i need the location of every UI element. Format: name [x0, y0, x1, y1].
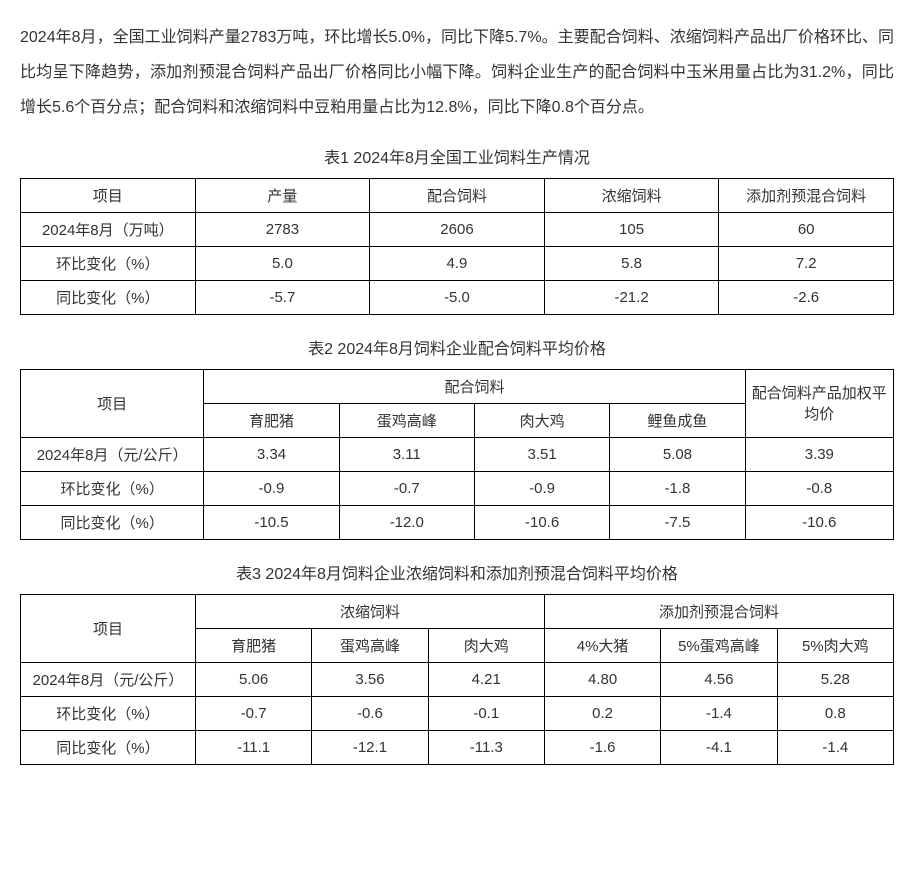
- table-cell: 2783: [195, 212, 370, 246]
- table-cell: -1.4: [777, 730, 893, 764]
- table-cell: -4.1: [661, 730, 777, 764]
- intro-paragraph: 2024年8月，全国工业饲料产量2783万吨，环比增长5.0%，同比下降5.7%…: [20, 20, 894, 126]
- table-cell: 2024年8月（元/公斤）: [21, 662, 196, 696]
- table-cell: -2.6: [719, 280, 894, 314]
- table-row: 2024年8月（元/公斤） 5.06 3.56 4.21 4.80 4.56 5…: [21, 662, 894, 696]
- table2-title: 表2 2024年8月饲料企业配合饲料平均价格: [20, 335, 894, 359]
- table-subheader-cell: 5%肉大鸡: [777, 628, 893, 662]
- table-cell: 同比变化（%）: [21, 730, 196, 764]
- table-row: 环比变化（%） 5.0 4.9 5.8 7.2: [21, 246, 894, 280]
- table-row: 同比变化（%） -5.7 -5.0 -21.2 -2.6: [21, 280, 894, 314]
- table-cell: -0.7: [195, 696, 311, 730]
- table-subheader-cell: 蛋鸡高峰: [312, 628, 428, 662]
- table-cell: -0.6: [312, 696, 428, 730]
- table-cell: -10.6: [474, 505, 609, 539]
- table-cell: 3.56: [312, 662, 428, 696]
- table-cell: -0.7: [339, 471, 474, 505]
- table-cell: -1.6: [544, 730, 660, 764]
- table-header-cell: 浓缩饲料: [195, 594, 544, 628]
- table-cell: 4.21: [428, 662, 544, 696]
- table-cell: 5.8: [544, 246, 719, 280]
- table-header-cell: 配合饲料: [370, 178, 545, 212]
- table-cell: 2024年8月（元/公斤）: [21, 437, 204, 471]
- table-row: 环比变化（%） -0.9 -0.7 -0.9 -1.8 -0.8: [21, 471, 894, 505]
- table-cell: -21.2: [544, 280, 719, 314]
- table-cell: 3.39: [745, 437, 893, 471]
- table-cell: 2024年8月（万吨）: [21, 212, 196, 246]
- table-cell: 60: [719, 212, 894, 246]
- table-cell: -7.5: [610, 505, 745, 539]
- table-cell: -5.7: [195, 280, 370, 314]
- table-header-cell: 配合饲料: [204, 369, 745, 403]
- table-cell: 5.28: [777, 662, 893, 696]
- table-cell: -0.8: [745, 471, 893, 505]
- table3: 项目 浓缩饲料 添加剂预混合饲料 育肥猪 蛋鸡高峰 肉大鸡 4%大猪 5%蛋鸡高…: [20, 594, 894, 765]
- table-header-row: 项目 配合饲料 配合饲料产品加权平均价: [21, 369, 894, 403]
- table-subheader-cell: 育肥猪: [204, 403, 339, 437]
- table-row: 2024年8月（元/公斤） 3.34 3.11 3.51 5.08 3.39: [21, 437, 894, 471]
- table-cell: 0.8: [777, 696, 893, 730]
- table-header-cell: 添加剂预混合饲料: [544, 594, 893, 628]
- table-cell: -1.8: [610, 471, 745, 505]
- table-cell: 环比变化（%）: [21, 246, 196, 280]
- table-cell: 5.08: [610, 437, 745, 471]
- table-row: 同比变化（%） -10.5 -12.0 -10.6 -7.5 -10.6: [21, 505, 894, 539]
- table-cell: -5.0: [370, 280, 545, 314]
- table1: 项目 产量 配合饲料 浓缩饲料 添加剂预混合饲料 2024年8月（万吨） 278…: [20, 178, 894, 315]
- table-cell: 3.34: [204, 437, 339, 471]
- table-cell: 0.2: [544, 696, 660, 730]
- table-header-cell: 项目: [21, 178, 196, 212]
- table-cell: 4.9: [370, 246, 545, 280]
- table-cell: 105: [544, 212, 719, 246]
- table-row: 2024年8月（万吨） 2783 2606 105 60: [21, 212, 894, 246]
- table-cell: 2606: [370, 212, 545, 246]
- table-header-cell: 产量: [195, 178, 370, 212]
- table-subheader-cell: 5%蛋鸡高峰: [661, 628, 777, 662]
- table-row: 环比变化（%） -0.7 -0.6 -0.1 0.2 -1.4 0.8: [21, 696, 894, 730]
- table-cell: -1.4: [661, 696, 777, 730]
- table-subheader-cell: 肉大鸡: [474, 403, 609, 437]
- table-header-row: 项目 浓缩饲料 添加剂预混合饲料: [21, 594, 894, 628]
- table-cell: -11.3: [428, 730, 544, 764]
- table-header-cell: 项目: [21, 369, 204, 437]
- table-cell: -0.9: [474, 471, 609, 505]
- table-subheader-cell: 育肥猪: [195, 628, 311, 662]
- table-cell: 7.2: [719, 246, 894, 280]
- table-cell: -0.9: [204, 471, 339, 505]
- table-cell: -11.1: [195, 730, 311, 764]
- table-cell: 3.11: [339, 437, 474, 471]
- table-header-cell: 项目: [21, 594, 196, 662]
- table-cell: -10.5: [204, 505, 339, 539]
- table-cell: 4.80: [544, 662, 660, 696]
- table-subheader-cell: 蛋鸡高峰: [339, 403, 474, 437]
- table-cell: 5.06: [195, 662, 311, 696]
- table-cell: -0.1: [428, 696, 544, 730]
- table-subheader-cell: 肉大鸡: [428, 628, 544, 662]
- table-header-cell: 浓缩饲料: [544, 178, 719, 212]
- table-header-cell: 配合饲料产品加权平均价: [745, 369, 893, 437]
- table-cell: 环比变化（%）: [21, 696, 196, 730]
- table-cell: -10.6: [745, 505, 893, 539]
- table-header-cell: 添加剂预混合饲料: [719, 178, 894, 212]
- table-header-row: 项目 产量 配合饲料 浓缩饲料 添加剂预混合饲料: [21, 178, 894, 212]
- table-cell: 5.0: [195, 246, 370, 280]
- table2: 项目 配合饲料 配合饲料产品加权平均价 育肥猪 蛋鸡高峰 肉大鸡 鲤鱼成鱼 20…: [20, 369, 894, 540]
- table-cell: 3.51: [474, 437, 609, 471]
- table-subheader-cell: 4%大猪: [544, 628, 660, 662]
- table-cell: -12.1: [312, 730, 428, 764]
- table-cell: -12.0: [339, 505, 474, 539]
- table-cell: 环比变化（%）: [21, 471, 204, 505]
- table-cell: 4.56: [661, 662, 777, 696]
- table-row: 同比变化（%） -11.1 -12.1 -11.3 -1.6 -4.1 -1.4: [21, 730, 894, 764]
- table-cell: 同比变化（%）: [21, 280, 196, 314]
- table-cell: 同比变化（%）: [21, 505, 204, 539]
- table3-title: 表3 2024年8月饲料企业浓缩饲料和添加剂预混合饲料平均价格: [20, 560, 894, 584]
- table-subheader-cell: 鲤鱼成鱼: [610, 403, 745, 437]
- table1-title: 表1 2024年8月全国工业饲料生产情况: [20, 144, 894, 168]
